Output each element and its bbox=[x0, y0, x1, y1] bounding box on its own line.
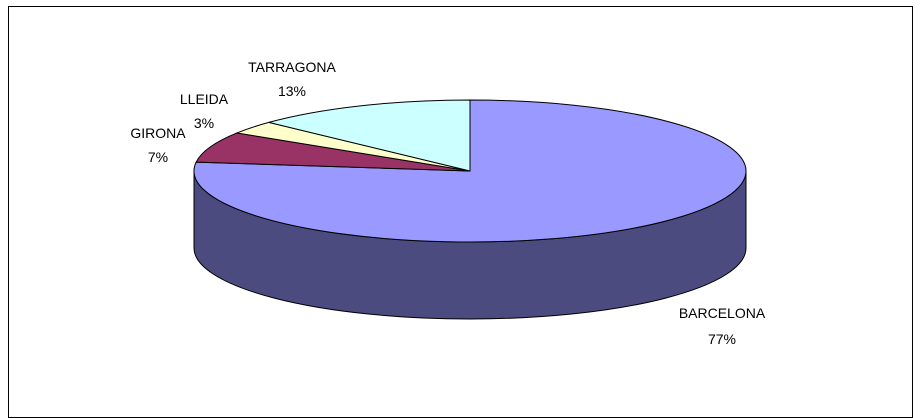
pie-slice-girona bbox=[195, 132, 471, 172]
slice-label-girona: GIRONA bbox=[130, 125, 186, 141]
slice-label-tarragona: TARRAGONA bbox=[248, 59, 336, 75]
slice-percent-lleida: 3% bbox=[194, 115, 214, 131]
slice-percent-tarragona: 13% bbox=[278, 83, 306, 99]
slice-label-barcelona: BARCELONA bbox=[679, 305, 766, 321]
slice-percent-barcelona: 77% bbox=[708, 331, 736, 347]
pie-slice-tarragona bbox=[268, 99, 471, 172]
pie-chart: BARCELONA 77% GIRONA 7% LLEIDA 3% TARRAGONA 13% bbox=[130, 59, 766, 347]
slice-label-lleida: LLEIDA bbox=[180, 91, 229, 107]
slice-percent-girona: 7% bbox=[148, 149, 168, 165]
